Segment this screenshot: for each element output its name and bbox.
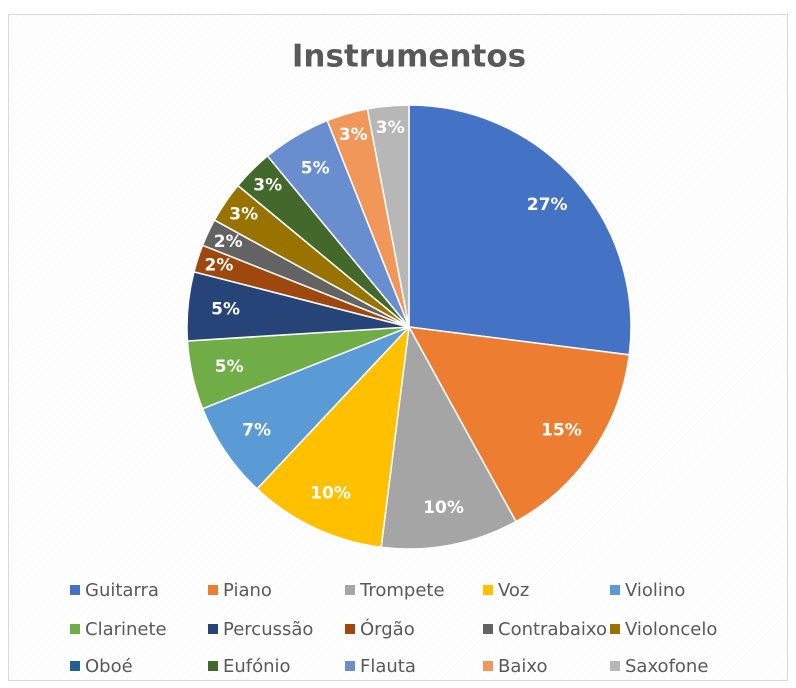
legend-label: Violoncelo <box>625 619 717 640</box>
legend-label: Flauta <box>360 656 416 677</box>
pie-slice <box>380 324 517 550</box>
data-label: 10% <box>310 484 351 504</box>
data-label: 27% <box>527 195 568 215</box>
pie-slice <box>408 104 632 356</box>
legend-label: Piano <box>223 580 272 601</box>
legend-swatch <box>208 585 218 595</box>
legend-label: Eufónio <box>223 656 291 677</box>
legend-label: Voz <box>498 580 529 601</box>
data-label: 3% <box>229 205 258 225</box>
legend-swatch <box>70 585 80 595</box>
data-label: 3% <box>376 118 405 138</box>
legend-label: Trompete <box>359 580 445 601</box>
legend-label: Percussão <box>223 619 313 640</box>
legend-label: Clarinete <box>85 619 167 640</box>
legend-label: Saxofone <box>625 656 708 677</box>
pie-slice <box>366 104 410 328</box>
data-label: 3% <box>253 176 282 196</box>
data-label: 10% <box>423 498 464 518</box>
legend-swatch <box>483 624 493 634</box>
legend-label: Contrabaixo <box>498 619 607 640</box>
data-label: 15% <box>541 421 582 441</box>
legend-swatch <box>345 661 355 671</box>
legend-swatch <box>208 624 218 634</box>
data-label: 5% <box>211 300 240 320</box>
legend-swatch <box>345 585 355 595</box>
data-label: 2% <box>205 255 234 275</box>
legend-swatch <box>610 585 620 595</box>
pie-slice <box>407 326 631 523</box>
legend-swatch <box>483 585 493 595</box>
legend-swatch <box>70 624 80 634</box>
legend-label: Guitarra <box>85 580 159 601</box>
legend-label: Baixo <box>498 656 548 677</box>
data-label: 3% <box>339 125 368 145</box>
legend-swatch <box>208 661 218 671</box>
legend-swatch <box>610 624 620 634</box>
chart-title: Instrumentos <box>292 39 526 75</box>
legend-swatch <box>483 661 493 671</box>
legend-label: Violino <box>625 580 685 601</box>
data-label: 5% <box>215 357 244 377</box>
legend-swatch <box>345 624 355 634</box>
legend-label: Oboé <box>85 656 133 677</box>
pie-slice <box>255 324 411 549</box>
data-label: 2% <box>214 232 243 252</box>
data-label: 5% <box>301 158 330 178</box>
data-label: 7% <box>242 421 271 441</box>
legend-swatch <box>610 661 620 671</box>
legend-swatch <box>70 661 80 671</box>
legend-label: Órgão <box>360 618 415 640</box>
